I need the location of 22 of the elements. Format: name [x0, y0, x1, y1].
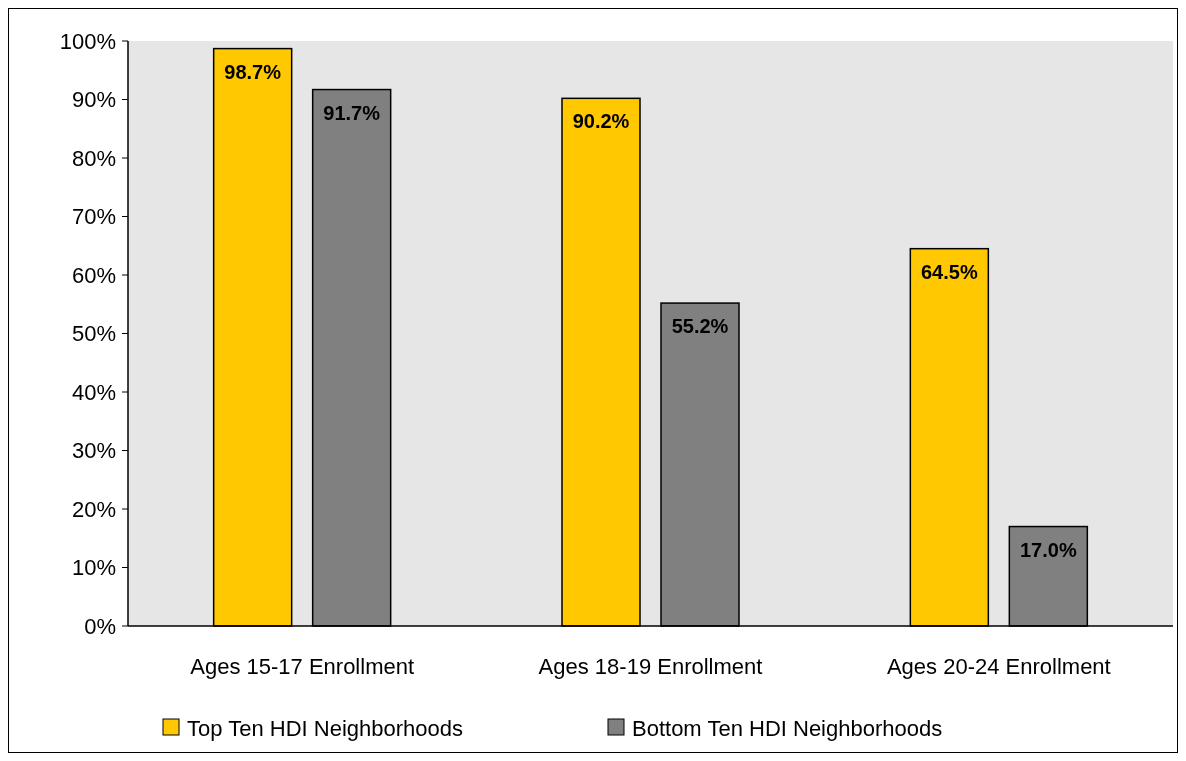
- y-tick-label: 0%: [84, 613, 116, 639]
- data-label: 55.2%: [671, 315, 729, 338]
- x-tick-label: Ages 15-17 Enrollment: [190, 654, 415, 679]
- legend-label: Top Ten HDI Neighborhoods: [187, 715, 463, 741]
- legend-label: Bottom Ten HDI Neighborhoods: [632, 715, 943, 741]
- y-tick-label: 90%: [71, 87, 116, 113]
- x-tick-label: Ages 18-19 Enrollment: [538, 654, 763, 679]
- y-tick-label: 20%: [71, 496, 116, 522]
- y-tick-label: 10%: [71, 555, 116, 581]
- y-tick-label: 60%: [71, 262, 116, 288]
- y-tick-label: 100%: [59, 28, 116, 54]
- y-tick-label: 50%: [71, 321, 116, 347]
- data-label: 90.2%: [572, 110, 630, 133]
- x-tick-label: Ages 20-24 Enrollment: [886, 654, 1111, 679]
- y-tick-label: 80%: [71, 145, 116, 171]
- data-label: 64.5%: [920, 260, 978, 283]
- data-label: 17.0%: [1019, 538, 1077, 561]
- y-tick-label: 30%: [71, 438, 116, 464]
- y-tick-label: 40%: [71, 379, 116, 405]
- y-tick-label: 70%: [71, 204, 116, 230]
- data-label: 91.7%: [323, 101, 381, 124]
- data-label: 98.7%: [224, 60, 282, 83]
